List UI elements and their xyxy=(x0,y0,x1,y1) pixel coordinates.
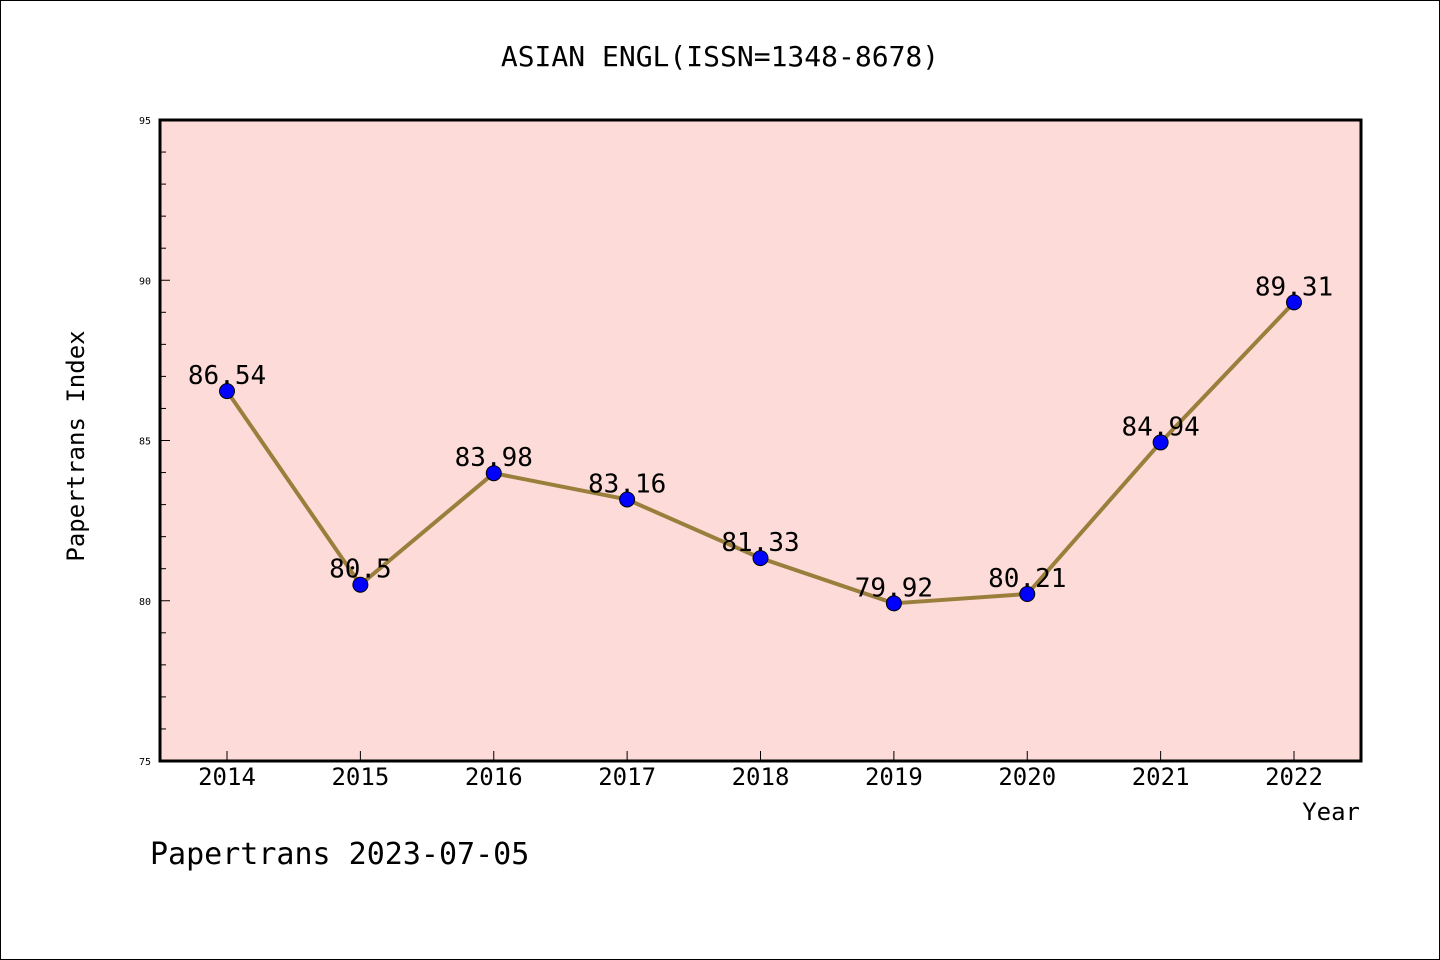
data-label: 83.98 xyxy=(455,443,533,473)
y-axis-label: Papertrans Index xyxy=(62,330,90,561)
data-point-marker xyxy=(1286,294,1302,311)
x-tick-label: 2022 xyxy=(1265,763,1323,791)
data-point-marker xyxy=(1019,586,1036,603)
watermark-text: Papertrans 2023-07-05 xyxy=(150,837,529,872)
y-tick-label: 80 xyxy=(139,597,151,608)
data-point-marker xyxy=(485,465,502,482)
x-tick-label: 2021 xyxy=(1132,763,1190,791)
data-label: 80.21 xyxy=(988,564,1066,594)
x-axis-ticks: 2014 2015 2016 2017 2018 2019 2020 2021 2022 xyxy=(198,751,1323,791)
y-tick-label: 75 xyxy=(139,757,151,768)
chart-title: ASIAN ENGL(ISSN=1348-8678) xyxy=(501,40,939,73)
y-tick-label: 90 xyxy=(139,276,151,287)
x-tick-label: 2020 xyxy=(998,763,1056,791)
data-point-marker xyxy=(352,576,369,593)
data-label: 80.5 xyxy=(329,555,392,585)
data-label: 79.92 xyxy=(855,573,933,603)
data-point-marker xyxy=(752,550,769,567)
series-markers xyxy=(219,294,1302,612)
x-axis-label: Year xyxy=(1302,798,1360,826)
y-tick-label: 95 xyxy=(139,116,151,127)
data-label: 89.31 xyxy=(1255,272,1333,302)
data-point-marker xyxy=(1152,434,1169,451)
x-tick-label: 2016 xyxy=(465,763,523,791)
x-tick-label: 2014 xyxy=(198,763,256,791)
plot-border xyxy=(158,118,1363,763)
y-axis-ticks: 75 80 85 90 95 xyxy=(139,116,170,768)
y-tick-label: 85 xyxy=(139,437,151,448)
x-tick-label: 2017 xyxy=(598,763,656,791)
x-tick-label: 2018 xyxy=(732,763,790,791)
data-point-marker xyxy=(219,383,235,400)
data-point-marker xyxy=(619,491,636,508)
data-label: 86.54 xyxy=(188,361,266,391)
data-label: 81.33 xyxy=(721,528,799,558)
data-labels: 86.54 80.5 83.98 83.16 81.33 79.92 80.21 84.94 8… xyxy=(188,272,1333,603)
x-tick-label: 2019 xyxy=(865,763,923,791)
data-point-marker xyxy=(885,595,902,612)
x-tick-label: 2015 xyxy=(331,763,389,791)
data-label: 83.16 xyxy=(588,469,666,499)
data-label: 84.94 xyxy=(1121,412,1199,442)
